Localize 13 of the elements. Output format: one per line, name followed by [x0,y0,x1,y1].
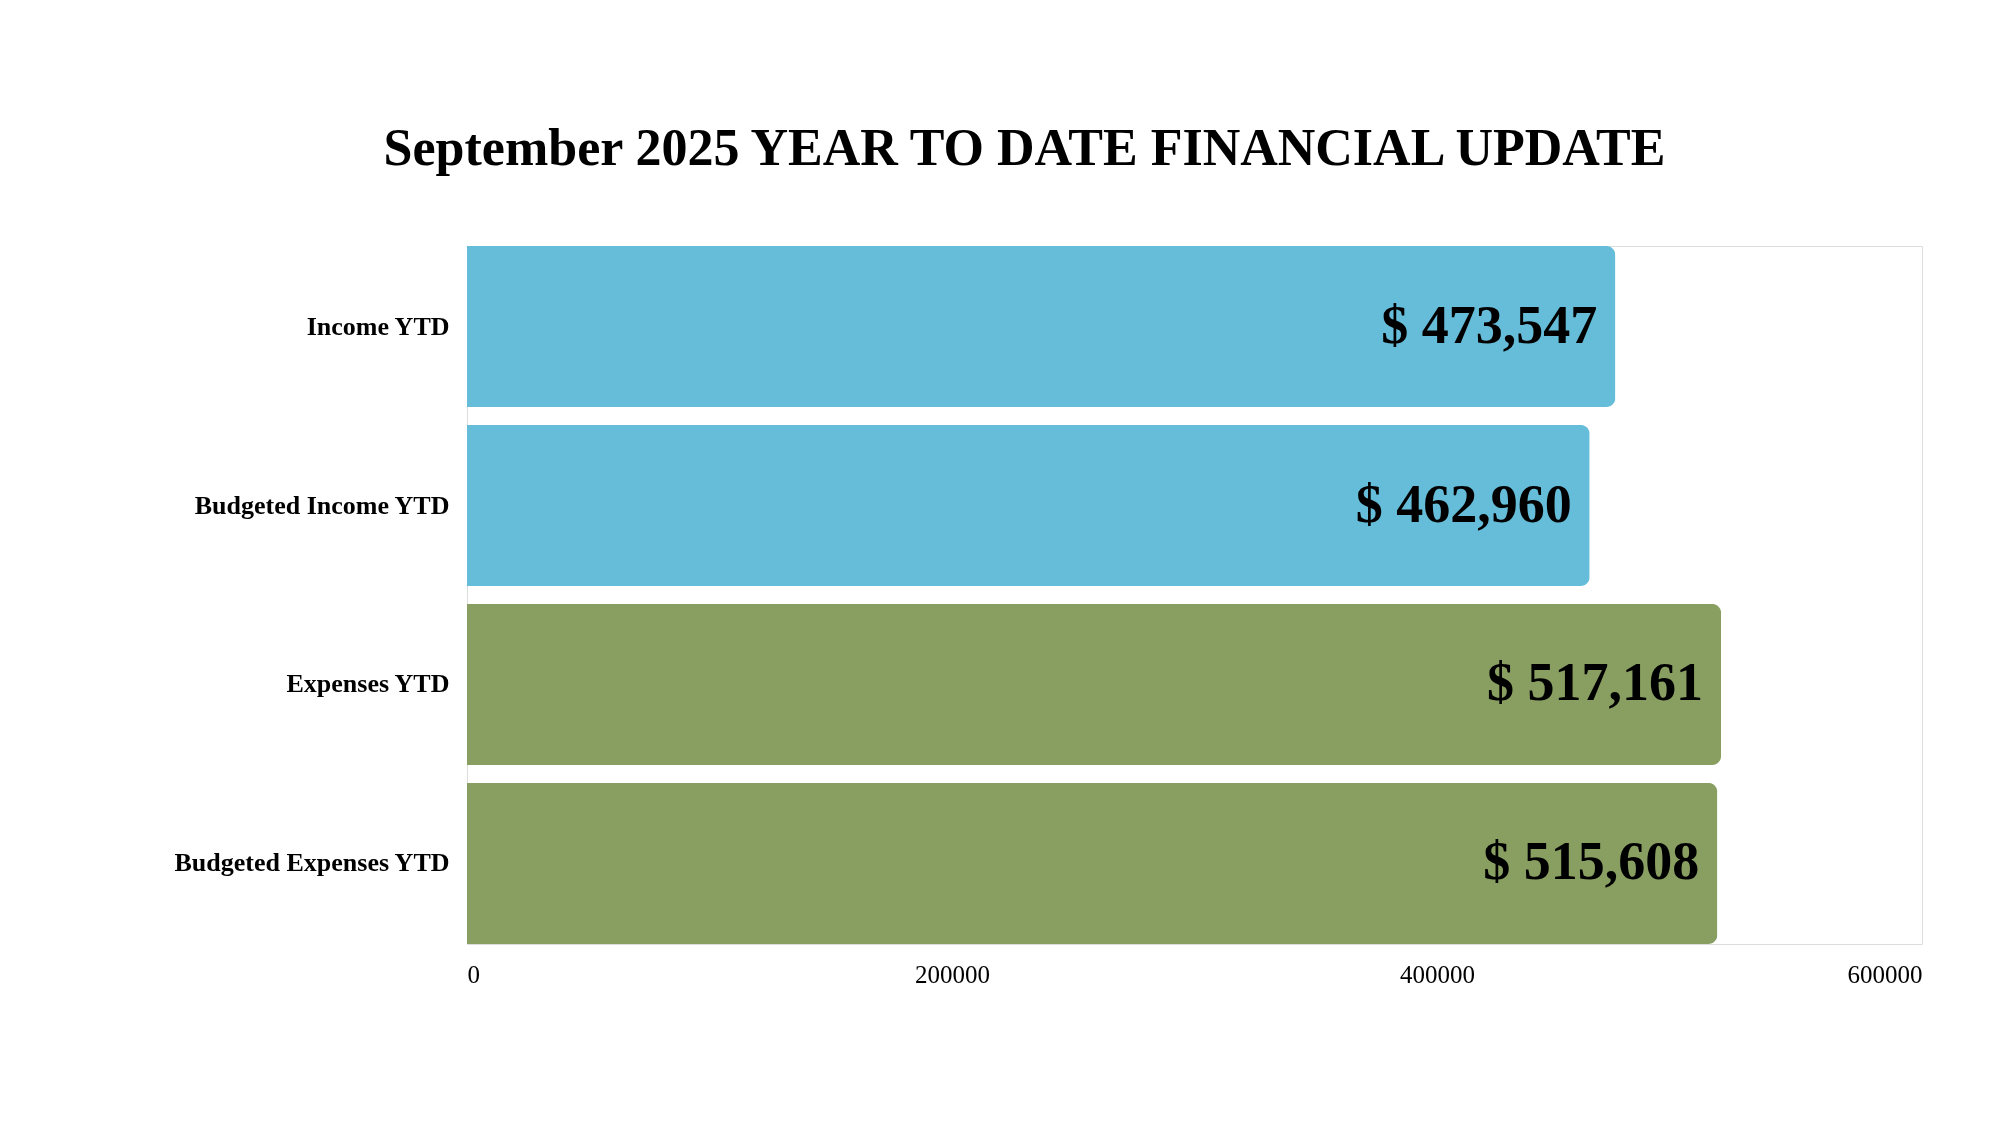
data-label: $ 462,960 [1355,473,1572,534]
x-tick-label: 400000 [1400,960,1475,988]
x-tick-label: 200000 [915,960,990,988]
data-label: $ 473,547 [1381,294,1598,355]
y-tick-label: Income YTD [306,311,450,341]
x-tick-label: 0 [467,960,480,988]
data-label: $ 517,161 [1487,652,1704,713]
y-tick-label: Expenses YTD [286,669,450,699]
data-label: $ 515,608 [1483,831,1700,892]
y-tick-label: Budgeted Expenses YTD [174,848,450,878]
chart-title: September 2025 YEAR TO DATE FINANCIAL UPDATE [383,119,1666,176]
y-tick-label: Budgeted Income YTD [194,490,450,520]
x-tick-label: 600000 [1847,960,1923,988]
